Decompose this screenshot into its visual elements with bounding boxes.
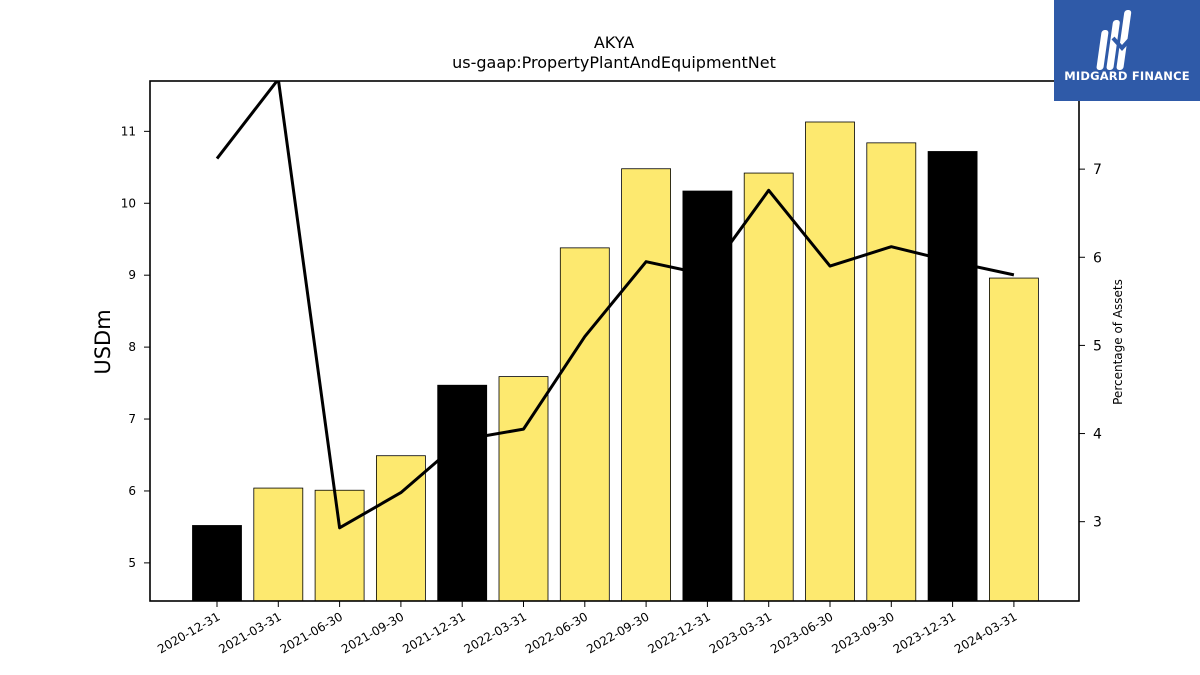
x-tick-label: 2022-06-30 bbox=[523, 609, 590, 656]
chart-title: AKYA bbox=[594, 33, 634, 52]
x-tick-label: 2022-03-31 bbox=[462, 609, 529, 656]
x-tick-label: 2023-06-30 bbox=[768, 609, 835, 656]
chart-subtitle: us-gaap:PropertyPlantAndEquipmentNet bbox=[452, 53, 776, 72]
bar-2022-12-31 bbox=[682, 190, 733, 602]
bar-2022-03-31 bbox=[498, 376, 549, 602]
x-tick-label: 2023-03-31 bbox=[707, 609, 774, 656]
x-tick-label: 2021-09-30 bbox=[339, 609, 406, 656]
y-right-tick-label: 7 bbox=[1093, 162, 1102, 178]
bar-2022-09-30 bbox=[621, 168, 671, 602]
x-tick-label: 2021-03-31 bbox=[216, 609, 283, 656]
brand-name: MIDGARD FINANCE bbox=[1064, 69, 1190, 83]
y-axis-right-label: Percentage of Assets bbox=[1111, 279, 1125, 405]
y-tick-label: 7 bbox=[128, 412, 136, 426]
y-tick-label: 9 bbox=[128, 268, 136, 282]
y-right-tick-label: 5 bbox=[1093, 338, 1102, 354]
midgard-logo-icon bbox=[1096, 10, 1133, 70]
percentage-line bbox=[215, 81, 1015, 530]
y-tick-label: 5 bbox=[128, 556, 136, 570]
bar-2024-03-31 bbox=[989, 277, 1039, 602]
bar-2023-06-30 bbox=[805, 121, 855, 602]
brand-logo: MIDGARD FINANCE bbox=[1054, 0, 1200, 101]
x-tick-label: 2022-09-30 bbox=[584, 609, 651, 656]
x-tick-label: 2021-12-31 bbox=[400, 609, 467, 656]
x-tick-label: 2022-12-31 bbox=[645, 609, 712, 656]
y-tick-label: 10 bbox=[121, 196, 136, 210]
bar-2023-03-31 bbox=[743, 172, 794, 602]
y-tick-label: 6 bbox=[128, 484, 136, 498]
y-tick-label: 8 bbox=[128, 340, 136, 354]
plot-frame bbox=[149, 80, 1080, 602]
y-right-tick-label: 4 bbox=[1093, 427, 1102, 443]
bar-2020-12-31 bbox=[192, 525, 242, 602]
y-right-tick-label: 6 bbox=[1093, 250, 1102, 266]
x-tick-label: 2023-12-31 bbox=[891, 609, 958, 656]
x-tick-label: 2023-09-30 bbox=[829, 609, 896, 656]
bar-2021-03-31 bbox=[253, 487, 304, 602]
x-tick-label: 2021-06-30 bbox=[278, 609, 345, 656]
bar-2021-06-30 bbox=[314, 489, 365, 602]
bar-2023-12-31 bbox=[927, 151, 978, 602]
x-tick-label: 2020-12-31 bbox=[155, 609, 222, 656]
y-tick-label: 11 bbox=[121, 124, 136, 138]
bar-2022-06-30 bbox=[559, 247, 610, 602]
bar-2023-09-30 bbox=[866, 142, 917, 602]
y-right-tick-label: 3 bbox=[1093, 515, 1102, 531]
bar-2021-12-31 bbox=[437, 384, 488, 602]
x-tick-label: 2024-03-31 bbox=[952, 609, 1019, 656]
y-axis-label: USDm bbox=[91, 309, 115, 374]
